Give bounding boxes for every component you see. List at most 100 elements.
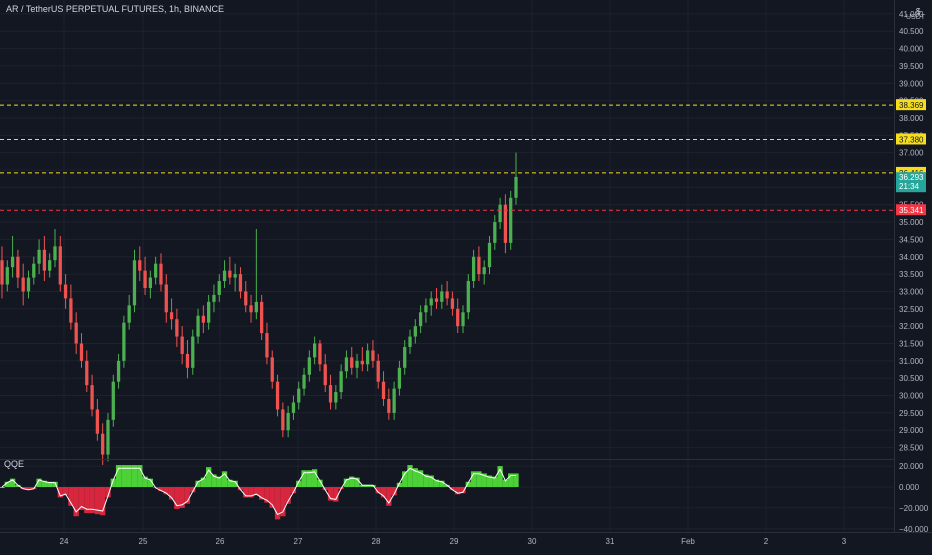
candle-body [207, 301, 211, 323]
candle-body [323, 364, 327, 386]
osc-bar [227, 479, 233, 487]
osc-bar [126, 465, 132, 487]
candle-body [159, 263, 163, 285]
osc-bar [433, 479, 440, 487]
osc-bar [476, 471, 482, 487]
candle-body [487, 242, 492, 268]
candle-body [281, 409, 285, 431]
candle-body [48, 260, 52, 271]
candle-body [371, 350, 375, 361]
osc-bar [306, 470, 312, 487]
candle-body [265, 333, 269, 358]
osc-bar [121, 465, 127, 487]
osc-tick-label: −40.000 [899, 525, 929, 534]
osc-bar [184, 487, 191, 504]
symbol-title[interactable]: AR / TetherUS PERPETUAL FUTURES, 1h, BIN… [6, 4, 225, 14]
osc-bar [274, 487, 281, 520]
osc-bar [237, 487, 244, 491]
osc-tick-label: 0.000 [899, 483, 920, 492]
candle-body [85, 360, 89, 386]
oscillator-name[interactable]: QQE [4, 459, 25, 469]
candle-body [344, 357, 349, 372]
candle-body [418, 312, 423, 327]
candle-body [461, 312, 465, 327]
candle-body [312, 343, 317, 358]
osc-axis[interactable]: 20.000 0.000 −20.000 −40.000 [899, 462, 929, 534]
osc-bar [439, 480, 445, 487]
candle-body [270, 357, 274, 382]
osc-bar [0, 487, 5, 488]
price-tick-label: 28.500 [899, 444, 924, 453]
dollar-icon[interactable]: $ [916, 7, 921, 16]
osc-bar [364, 484, 371, 487]
level-badge [896, 204, 926, 216]
osc-bar [449, 487, 456, 491]
osc-bar [78, 487, 85, 510]
candle-body [297, 388, 301, 403]
osc-bar [57, 487, 63, 498]
candle-body [440, 291, 444, 302]
time-tick-label: 26 [216, 537, 225, 546]
candle-body [339, 371, 343, 393]
time-tick-label: 31 [606, 537, 615, 546]
price-tick-label: 30.000 [899, 392, 924, 401]
osc-bar [455, 487, 461, 495]
horizontal-levels[interactable] [0, 104, 894, 211]
candle-body [238, 274, 243, 292]
candle-body [222, 270, 227, 282]
candle-body [376, 360, 380, 382]
price-tick-label: 38.000 [899, 114, 924, 123]
candle-body [328, 385, 333, 403]
candle-body [403, 346, 407, 368]
grid-lines [0, 0, 894, 532]
candle-body [21, 277, 25, 292]
osc-bar [354, 477, 360, 487]
current-price-badge [896, 172, 926, 193]
candle-body [0, 260, 4, 285]
osc-bar [36, 478, 42, 487]
osc-bar [396, 482, 403, 487]
candle-body [228, 270, 232, 278]
candle-body [514, 176, 518, 198]
candle-body [95, 409, 100, 434]
candle-body [498, 204, 502, 223]
osc-bar [402, 471, 408, 487]
price-tick-label: 32.500 [899, 305, 924, 314]
osc-bar [269, 487, 275, 508]
candle-body [477, 256, 481, 275]
candle-body [196, 315, 200, 337]
osc-bar [465, 481, 471, 487]
price-tick-label: 33.000 [899, 287, 924, 296]
candle-body [244, 291, 248, 306]
osc-bar [486, 475, 493, 487]
price-tick-label: 34.500 [899, 235, 924, 244]
candle-body [456, 308, 460, 327]
osc-bar [497, 466, 503, 487]
candle-body [260, 301, 264, 334]
price-tick-label: 40.000 [899, 45, 924, 54]
candle-body [175, 319, 179, 337]
candle-body [185, 353, 190, 368]
candle-body [143, 270, 147, 288]
osc-bar [168, 487, 175, 500]
unit-label: USDT [906, 14, 926, 21]
candle-body [53, 246, 57, 261]
time-axis[interactable]: 24 25 26 27 28 29 30 31 Feb 2 3 [60, 537, 847, 546]
candle-body [482, 267, 486, 275]
candle-body [275, 381, 280, 410]
candle-body [154, 263, 158, 278]
candle-body [101, 433, 105, 455]
time-tick-label: 2 [764, 537, 769, 546]
osc-bar [179, 487, 185, 508]
qqe-oscillator [0, 465, 519, 520]
osc-bar [41, 480, 48, 487]
level-badge-text: 35.341 [899, 206, 924, 215]
osc-bar [200, 477, 207, 487]
price-tick-label: 29.000 [899, 426, 924, 435]
candle-body [381, 381, 386, 400]
candle-body [493, 222, 497, 243]
candle-body [180, 336, 184, 354]
osc-bar [52, 481, 58, 487]
